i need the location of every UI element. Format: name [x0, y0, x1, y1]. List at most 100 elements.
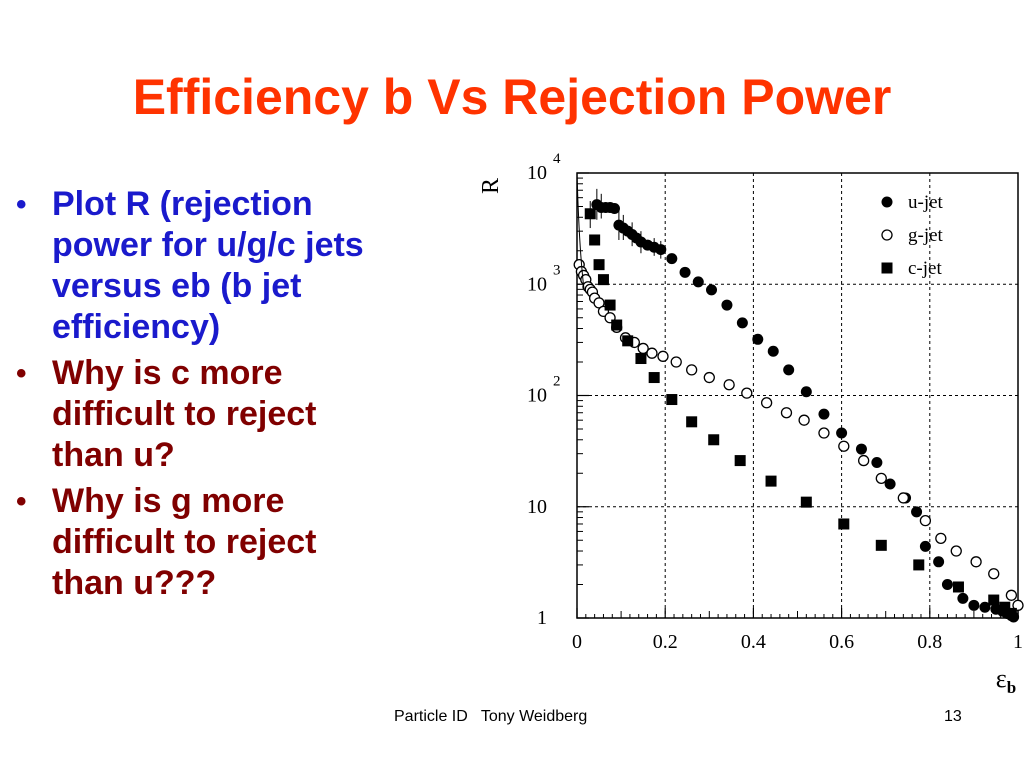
chart-legend: u-jet g-jet c-jet [881, 192, 944, 279]
data-point-g-jet [741, 387, 753, 399]
data-point-u-jet [836, 427, 848, 439]
data-point-c-jet [800, 496, 812, 508]
data-point-u-jet [608, 202, 620, 214]
legend-marker-filled-circle [881, 196, 893, 208]
rejection-vs-efficiency-chart: 0 0.2 0.4 0.6 0.8 1 1 10 10 2 10 3 10 4 u-jet g-jet c-j… [478, 151, 1024, 697]
data-point-u-jet [706, 284, 718, 296]
data-point-c-jet [686, 416, 698, 428]
y-tick-exponent: 2 [553, 374, 561, 390]
y-tick-exponent: 3 [553, 262, 561, 278]
bullet-dot-icon: • [16, 485, 27, 518]
data-point-c-jet [597, 274, 609, 286]
data-point-c-jet [838, 518, 850, 530]
data-point-u-jet [721, 299, 733, 311]
data-point-g-jet [1012, 599, 1024, 611]
bullet-list: • Plot R (rejection power for u/g/c jets … [14, 184, 384, 609]
data-point-g-jet [919, 514, 932, 527]
data-point-g-jet [646, 347, 658, 359]
legend-item-g-jet: g-jet [881, 225, 944, 246]
data-point-g-jet [875, 472, 887, 485]
data-point-u-jet [871, 456, 883, 468]
data-point-u-jet [818, 408, 830, 420]
y-tick-label: 10 [527, 385, 547, 407]
data-point-u-jet [968, 599, 980, 611]
data-point-u-jet [855, 443, 867, 455]
legend-label: u-jet [908, 192, 944, 213]
series-c-jet [584, 201, 1017, 619]
y-tick-label: 10 [527, 496, 547, 518]
y-tick-label: 10 [527, 162, 547, 184]
data-point-u-jet [979, 601, 991, 613]
x-axis-label-subscript: b [1007, 678, 1016, 697]
bullet-text: Why is g more difficult to reject than u… [52, 482, 317, 602]
x-axis-label: εb [996, 664, 1016, 697]
data-point-c-jet [913, 559, 925, 571]
x-tick-label: 0.2 [653, 631, 678, 653]
data-point-u-jet [655, 244, 667, 256]
data-point-c-jet [875, 539, 887, 551]
page-number: 13 [944, 708, 962, 725]
data-point-u-jet [911, 506, 923, 518]
footer-author: Particle ID Tony Weidberg [394, 708, 588, 725]
series-u-jet [591, 188, 1020, 623]
data-point-g-jet [760, 397, 773, 409]
data-point-g-jet [1005, 589, 1018, 601]
data-point-c-jet [622, 335, 634, 347]
data-point-u-jet [884, 478, 896, 490]
axis-ticks: 0 0.2 0.4 0.6 0.8 1 1 10 10 2 10 3 10 4 [527, 151, 1023, 653]
data-point-c-jet [765, 475, 777, 487]
data-point-c-jet [635, 353, 647, 365]
x-axis-label-symbol: ε [996, 664, 1007, 693]
bullet-text: Why is c more difficult to reject than u… [52, 354, 317, 474]
data-point-g-jet [798, 414, 810, 426]
bullet-item: • Plot R (rejection power for u/g/c jets … [14, 184, 384, 348]
data-point-c-jet [999, 601, 1011, 613]
data-point-u-jet [736, 317, 748, 329]
data-point-c-jet [988, 594, 1000, 606]
data-point-g-jet [935, 532, 947, 544]
data-point-c-jet [611, 319, 623, 331]
data-point-g-jet [950, 545, 962, 557]
data-point-g-jet [780, 407, 793, 419]
data-point-g-jet [857, 454, 870, 467]
series-g-jet [573, 259, 1024, 611]
data-point-u-jet [692, 276, 704, 288]
x-tick-label: 0.4 [741, 631, 766, 653]
data-point-u-jet [957, 592, 969, 604]
data-point-g-jet [703, 371, 715, 384]
data-point-g-jet [686, 364, 698, 376]
data-point-g-jet [897, 492, 909, 504]
data-point-c-jet [584, 208, 596, 220]
y-tick-label: 10 [527, 273, 547, 295]
legend-item-u-jet: u-jet [881, 192, 944, 213]
x-tick-label: 0.6 [829, 631, 854, 653]
chart-grid [577, 173, 1018, 618]
data-point-u-jet [666, 253, 678, 265]
data-point-g-jet [988, 568, 1000, 580]
y-axis-label: R [478, 178, 504, 194]
data-point-g-jet [838, 440, 850, 452]
data-point-u-jet [933, 556, 945, 568]
data-point-u-jet [919, 540, 931, 552]
data-point-g-jet [723, 379, 735, 391]
data-point-c-jet [708, 434, 720, 446]
data-point-u-jet [800, 386, 812, 398]
data-point-c-jet [734, 455, 746, 467]
data-point-c-jet [952, 581, 964, 593]
cutoff-curve [576, 172, 585, 290]
data-point-c-jet [593, 259, 605, 271]
x-tick-label: 0.8 [917, 631, 942, 653]
data-point-g-jet [818, 427, 830, 439]
bullet-text: Plot R (rejection power for u/g/c jets v… [52, 185, 364, 346]
legend-label: g-jet [908, 225, 944, 246]
data-point-u-jet [767, 345, 779, 357]
data-point-c-jet [604, 299, 616, 311]
legend-marker-open-circle [881, 229, 893, 241]
legend-item-c-jet: c-jet [881, 258, 942, 279]
y-tick-exponent: 4 [553, 151, 561, 167]
data-point-u-jet [679, 266, 691, 278]
data-point-u-jet [783, 364, 795, 376]
data-series [573, 172, 1024, 623]
data-point-c-jet [589, 234, 601, 246]
x-tick-label: 1 [1013, 631, 1023, 653]
